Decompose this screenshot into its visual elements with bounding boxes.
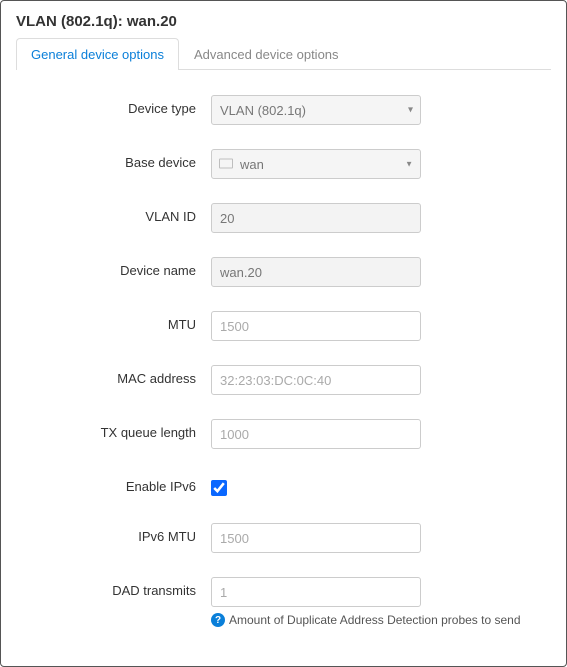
ipv6-mtu-input[interactable] xyxy=(211,523,421,553)
device-type-select[interactable]: VLAN (802.1q) xyxy=(211,95,421,125)
modal-title: VLAN (802.1q): wan.20 xyxy=(16,13,551,30)
label-base-device: Base device xyxy=(16,149,211,170)
label-mac: MAC address xyxy=(16,365,211,386)
label-dad: DAD transmits xyxy=(16,577,211,598)
base-device-select[interactable]: wan xyxy=(211,149,421,179)
label-device-type: Device type xyxy=(16,95,211,116)
label-device-name: Device name xyxy=(16,257,211,278)
label-txq: TX queue length xyxy=(16,419,211,440)
tab-general[interactable]: General device options xyxy=(16,38,179,70)
modal-header: VLAN (802.1q): wan.20 xyxy=(1,1,566,38)
label-mtu: MTU xyxy=(16,311,211,332)
label-ipv6: Enable IPv6 xyxy=(16,473,211,494)
vlan-config-modal: VLAN (802.1q): wan.20 General device opt… xyxy=(0,0,567,667)
mac-input[interactable] xyxy=(211,365,421,395)
label-vlan-id: VLAN ID xyxy=(16,203,211,224)
enable-ipv6-checkbox[interactable] xyxy=(211,480,227,496)
ethernet-port-icon xyxy=(219,157,233,172)
tab-advanced[interactable]: Advanced device options xyxy=(179,38,354,70)
mtu-input[interactable] xyxy=(211,311,421,341)
help-icon: ? xyxy=(211,613,225,627)
tab-bar: General device options Advanced device o… xyxy=(16,38,551,70)
dad-help-label: Amount of Duplicate Address Detection pr… xyxy=(229,613,521,627)
dad-help-text: ? Amount of Duplicate Address Detection … xyxy=(211,613,521,627)
device-name-input[interactable] xyxy=(211,257,421,287)
form-general: Device type VLAN (802.1q) ▾ Base device … xyxy=(1,70,566,666)
vlan-id-input[interactable] xyxy=(211,203,421,233)
label-ipv6-mtu: IPv6 MTU xyxy=(16,523,211,544)
dad-transmits-input[interactable] xyxy=(211,577,421,607)
txqueue-input[interactable] xyxy=(211,419,421,449)
